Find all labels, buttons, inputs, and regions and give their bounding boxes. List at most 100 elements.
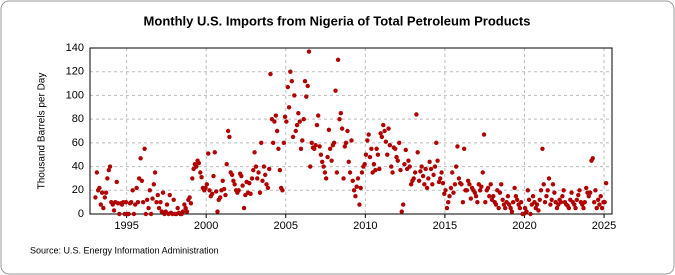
source: Source: U.S. Energy Information Administ… xyxy=(30,245,219,255)
point xyxy=(140,199,146,205)
point xyxy=(525,188,531,193)
point xyxy=(367,154,373,160)
x-tick-label: 2005 xyxy=(274,220,298,232)
point xyxy=(257,190,263,195)
point xyxy=(558,199,564,205)
point xyxy=(546,176,552,181)
point xyxy=(362,162,367,167)
point xyxy=(354,184,359,189)
point xyxy=(227,134,232,140)
point xyxy=(345,128,350,134)
point xyxy=(544,194,549,199)
point xyxy=(322,170,328,175)
point xyxy=(240,183,245,188)
point xyxy=(485,185,491,191)
point xyxy=(419,164,424,169)
point xyxy=(455,144,460,149)
point xyxy=(349,138,354,143)
point xyxy=(139,178,145,183)
point xyxy=(318,152,324,157)
point xyxy=(265,185,271,191)
point xyxy=(156,205,162,211)
point xyxy=(456,176,462,181)
point xyxy=(513,194,519,199)
point xyxy=(512,185,517,191)
point xyxy=(232,182,237,187)
point xyxy=(135,199,141,205)
point xyxy=(308,164,313,169)
point xyxy=(252,150,257,155)
point xyxy=(251,167,256,173)
point xyxy=(152,170,158,175)
point xyxy=(183,205,188,211)
point xyxy=(212,150,217,155)
point xyxy=(545,188,550,193)
point xyxy=(350,178,355,183)
point xyxy=(426,176,431,181)
point xyxy=(147,188,153,193)
x-tick-label: 2000 xyxy=(194,220,218,232)
point xyxy=(379,134,385,140)
point xyxy=(261,164,267,169)
point xyxy=(393,146,398,151)
point xyxy=(277,167,283,173)
point xyxy=(247,180,252,186)
point xyxy=(97,185,102,191)
point xyxy=(443,188,448,193)
point xyxy=(300,138,305,143)
point xyxy=(461,146,467,151)
point xyxy=(285,84,291,90)
point xyxy=(306,49,312,54)
point xyxy=(416,178,422,183)
point xyxy=(541,182,546,187)
point xyxy=(321,164,326,169)
point xyxy=(358,185,363,191)
point xyxy=(363,152,369,157)
point xyxy=(280,188,285,193)
point xyxy=(302,79,308,84)
point xyxy=(554,205,560,211)
point xyxy=(290,134,296,140)
point xyxy=(439,170,444,175)
point xyxy=(158,199,163,205)
point xyxy=(537,197,542,202)
point xyxy=(207,188,212,193)
point xyxy=(483,199,488,205)
y-tick-label: 0 xyxy=(78,208,84,220)
point xyxy=(338,111,344,116)
point xyxy=(436,179,442,185)
point xyxy=(586,194,591,199)
point xyxy=(167,192,172,198)
point xyxy=(572,202,577,207)
point xyxy=(221,186,227,192)
point xyxy=(347,170,353,175)
point xyxy=(190,176,195,181)
point xyxy=(154,199,159,205)
point xyxy=(573,205,578,211)
point xyxy=(263,172,268,178)
x-tick-label: 2010 xyxy=(353,220,377,232)
point xyxy=(99,190,105,195)
point xyxy=(276,146,281,151)
point xyxy=(420,173,426,179)
point xyxy=(603,180,609,186)
point xyxy=(599,205,605,211)
point xyxy=(459,182,464,187)
point xyxy=(210,191,215,197)
point xyxy=(142,146,147,151)
point xyxy=(402,162,407,167)
point xyxy=(487,194,492,199)
point xyxy=(431,172,436,178)
point xyxy=(369,146,374,151)
point xyxy=(477,188,483,193)
point xyxy=(522,205,528,211)
point xyxy=(602,199,607,205)
point xyxy=(595,197,601,202)
point xyxy=(467,182,472,187)
point xyxy=(488,182,493,187)
y-tick-label: 40 xyxy=(72,160,84,172)
x-tick-label: 2015 xyxy=(433,220,457,232)
point xyxy=(451,190,456,195)
point xyxy=(134,185,139,191)
point xyxy=(375,152,381,157)
